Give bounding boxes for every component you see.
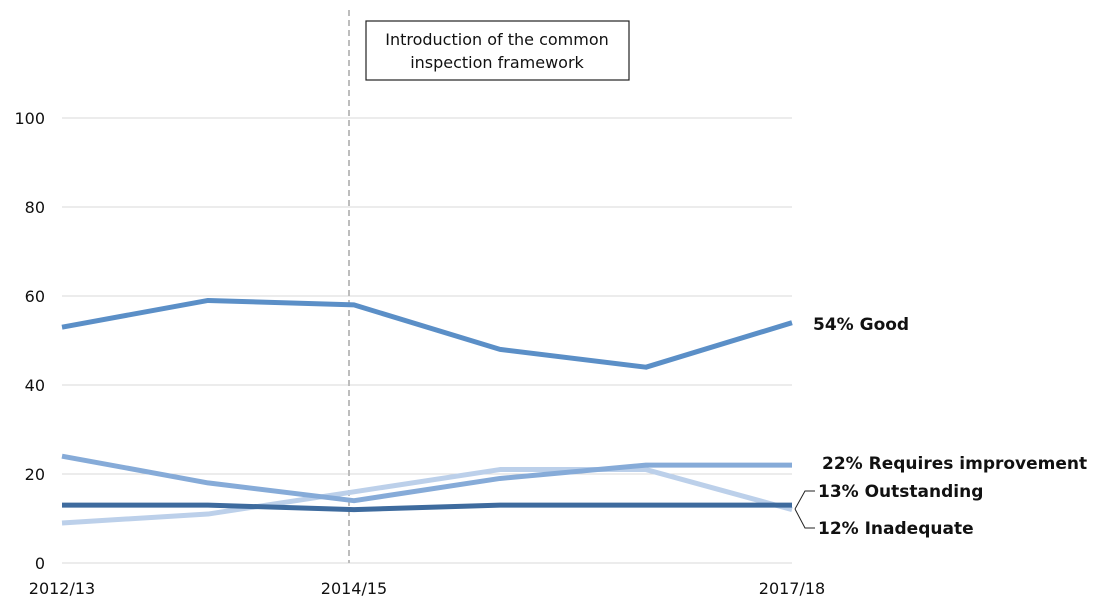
framework-annotation: Introduction of the common inspection fr…: [365, 20, 630, 81]
end-label-good: 54% Good: [813, 315, 909, 335]
y-tick-label: 60: [25, 287, 45, 306]
x-tick-label: 2014/15: [321, 579, 387, 598]
leader-line-inadequate: [794, 508, 815, 529]
y-tick-label: 40: [25, 376, 45, 395]
annotation-text-line-2: inspection framework: [410, 53, 584, 72]
series-line-good: [61, 297, 793, 370]
end-label-outstanding: 13% Outstanding: [818, 482, 983, 502]
end-label-requires-improvement: 22% Requires improvement: [822, 454, 1087, 474]
series-lines: [61, 297, 793, 526]
x-tick-label: 2012/13: [29, 579, 95, 598]
leader-line-outstanding: [794, 490, 815, 510]
y-axis: 0 20 40 60 80 100: [14, 109, 45, 573]
series-end-labels: 54% Good 22% Requires improvement 13% Outs…: [813, 315, 1087, 539]
series-line-requires-improvement: [61, 453, 792, 504]
y-tick-label: 20: [25, 465, 45, 484]
gridlines: [62, 117, 792, 475]
annotation-text-line-1: Introduction of the common: [385, 30, 609, 49]
y-tick-label: 0: [35, 554, 45, 573]
annotation-box: [365, 20, 630, 81]
y-tick-label: 100: [14, 109, 45, 128]
series-line-inadequate: [61, 467, 793, 526]
y-tick-label: 80: [25, 198, 45, 217]
x-tick-label: 2017/18: [759, 579, 825, 598]
end-label-inadequate: 12% Inadequate: [818, 519, 974, 539]
x-axis: 2012/13 2014/15 2017/18: [29, 579, 825, 598]
label-leader-lines: [794, 490, 815, 529]
series-line-outstanding: [62, 502, 792, 513]
